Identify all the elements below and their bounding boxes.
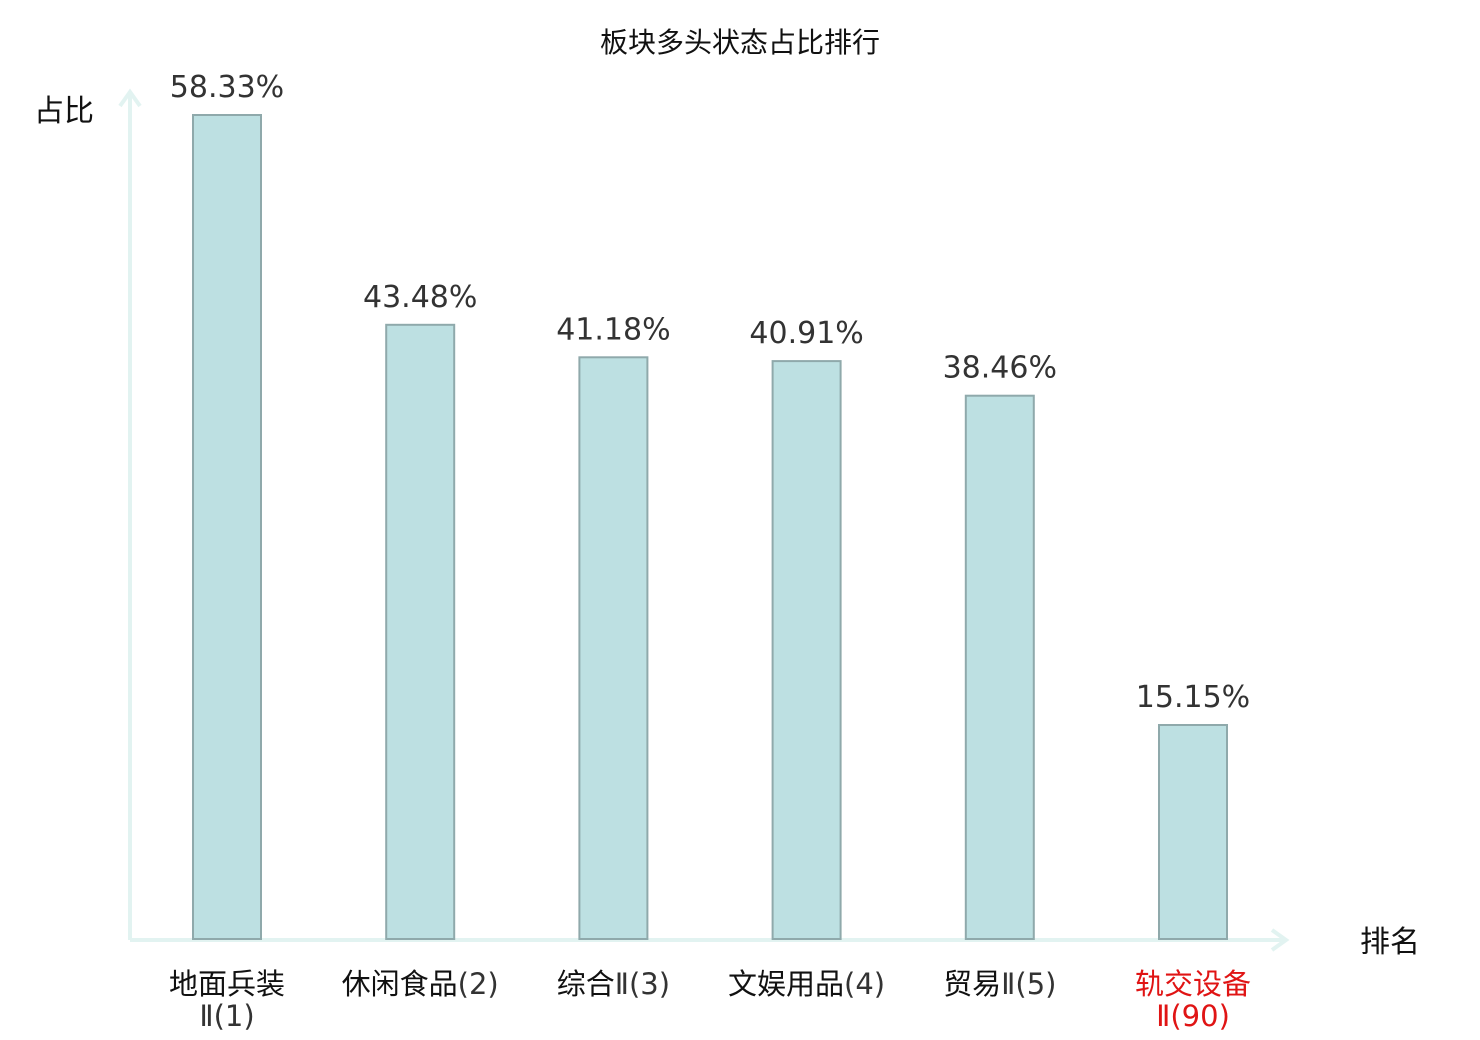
y-axis-arrow (118, 88, 142, 108)
tick-label: 文娱用品(4) (728, 967, 885, 1001)
tick-label-code: Ⅱ(90) (1156, 999, 1230, 1033)
tick-label: 贸易Ⅱ(5) (943, 967, 1056, 1001)
bar (192, 114, 262, 940)
tick-label: 轨交设备 (1135, 967, 1251, 1001)
data-label: 41.18% (556, 312, 670, 347)
data-label: 43.48% (363, 280, 477, 315)
bar (385, 323, 456, 940)
bar (578, 356, 649, 940)
axes (118, 88, 1290, 952)
tick-label: 休闲食品(2) (342, 967, 499, 1001)
data-label: 38.46% (943, 351, 1057, 386)
data-label: 40.91% (749, 316, 863, 351)
chart-title: 板块多头状态占比排行 (600, 26, 880, 59)
value-labels-group: 58.33% 43.48% 41.18% 40.91% 38.46% 15.15% (170, 70, 1250, 715)
tick-label-code: Ⅱ(1) (199, 999, 254, 1033)
bar (964, 394, 1035, 940)
tick-label: 地面兵装 (169, 967, 285, 1001)
x-axis-arrow (1270, 928, 1290, 952)
y-axis-label: 占比 (34, 94, 94, 129)
tick-label: 综合Ⅱ(3) (557, 967, 670, 1001)
data-label: 58.33% (170, 70, 284, 105)
data-label: 15.15% (1136, 680, 1250, 715)
x-axis-label: 排名 (1360, 925, 1420, 960)
bar (771, 360, 842, 941)
bar (1158, 724, 1228, 940)
bars-group (192, 114, 1228, 941)
